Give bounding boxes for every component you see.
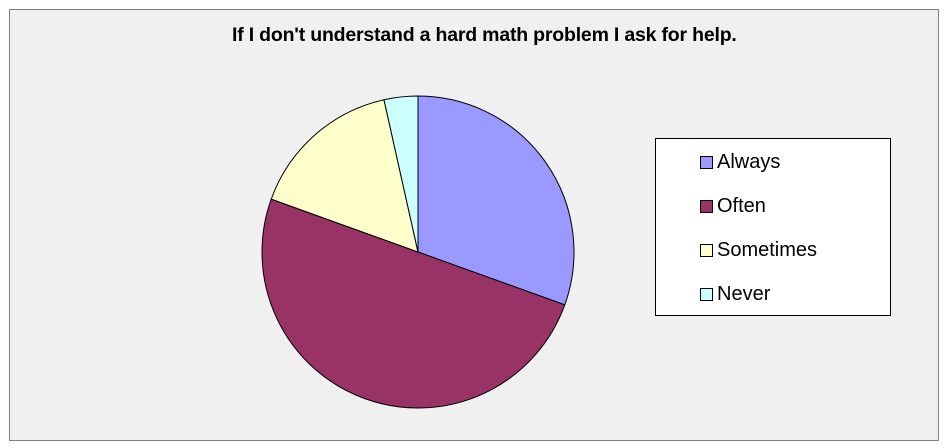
legend-item-always: Always <box>700 149 780 175</box>
legend-label-often: Often <box>717 194 766 217</box>
legend-item-never: Never <box>700 281 770 307</box>
pie-slice-sometimes <box>270 99 419 253</box>
legend-label-never: Never <box>717 282 771 305</box>
legend-swatch-never <box>700 287 713 301</box>
pie-slice-often <box>261 198 566 409</box>
pie-slice-never <box>383 95 419 253</box>
legend-label-always: Always <box>717 150 781 173</box>
legend-swatch-always <box>700 155 713 169</box>
pie-slice-always <box>417 95 575 306</box>
legend-swatch-sometimes <box>700 243 713 257</box>
legend-label-sometimes: Sometimes <box>717 238 818 261</box>
legend-swatch-often <box>700 199 713 213</box>
legend: Always Often Sometimes Never <box>655 138 891 316</box>
legend-item-sometimes: Sometimes <box>700 237 817 263</box>
legend-item-often: Often <box>700 193 766 219</box>
chart-title: If I don't understand a hard math proble… <box>232 24 737 46</box>
